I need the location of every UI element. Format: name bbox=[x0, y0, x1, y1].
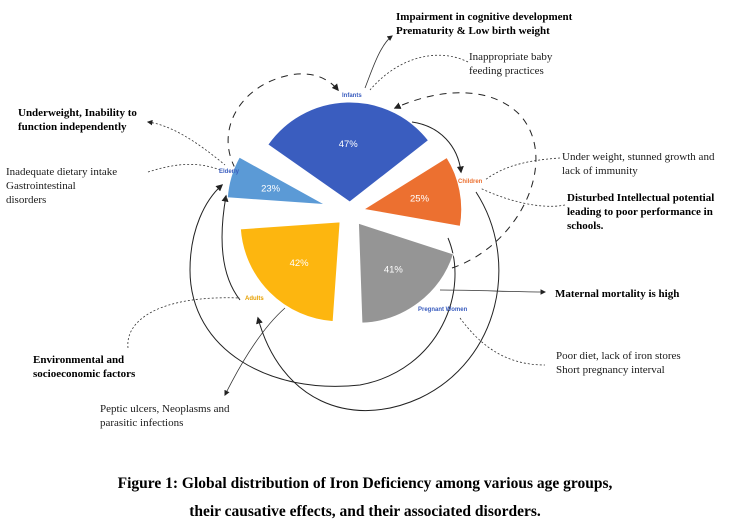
connector-elderly-effect bbox=[146, 119, 226, 166]
note-children-effect-line-1: Disturbed Intellectual potential bbox=[567, 192, 715, 204]
cycle-arrow-adults-to-elderly bbox=[221, 194, 241, 301]
note-children-cause: Under weight, stunned growth and lack of… bbox=[562, 150, 714, 178]
group-label-elderly: Elderly bbox=[219, 169, 240, 175]
note-children-effect: Disturbed Intellectual potential leading… bbox=[567, 191, 714, 233]
note-elderly-effect: Underweight, Inability to function indep… bbox=[18, 106, 137, 134]
note-children-cause-line-1: Under weight, stunned growth and bbox=[562, 151, 715, 163]
connector-children-effect bbox=[479, 187, 566, 207]
figure-caption-line-1: Figure 1: Global distribution of Iron De… bbox=[117, 475, 613, 492]
cycle-arrows bbox=[189, 73, 537, 412]
note-elderly-effect-line-1: Underweight, Inability to bbox=[18, 107, 137, 119]
group-label-children: Children bbox=[458, 179, 483, 185]
group-label-infants: Infants bbox=[342, 93, 362, 99]
note-adults-cause-line-2: socioeconomic factors bbox=[33, 368, 136, 380]
note-children-effect-line-2: leading to poor performance in bbox=[567, 206, 713, 218]
note-pregnant-cause: Poor diet, lack of iron stores Short pre… bbox=[556, 349, 681, 377]
pie-segment-adults bbox=[239, 221, 341, 323]
figure-caption: Figure 1: Global distribution of Iron De… bbox=[0, 470, 730, 526]
note-children-effect-line-3: schools. bbox=[567, 220, 604, 232]
note-adults-effect-line-2: parasitic infections bbox=[100, 417, 184, 429]
note-infants-cause-line-2: feeding practices bbox=[469, 65, 544, 77]
note-pregnant-effect-line-1: Maternal mortality is high bbox=[555, 288, 680, 300]
connector-elderly-cause bbox=[147, 164, 221, 173]
connector-infants-cause bbox=[369, 54, 469, 91]
connector-children-cause bbox=[484, 157, 561, 181]
note-elderly-cause: Inadequate dietary intake Gastrointestin… bbox=[6, 165, 117, 207]
cycle-arrow-infants-to-children bbox=[411, 121, 464, 174]
note-infants-effect-line-1: Impairment in cognitive development bbox=[396, 11, 573, 23]
connector-adults-effect bbox=[224, 307, 286, 397]
connector-pregnant-cause bbox=[459, 317, 546, 366]
pie-label-children: 25% bbox=[410, 193, 430, 204]
note-pregnant-cause-line-2: Short pregnancy interval bbox=[556, 364, 665, 376]
pie-label-infants: 47% bbox=[339, 139, 359, 150]
note-elderly-cause-line-3: disorders bbox=[6, 194, 47, 206]
cycle-arrow-pregnant-to-infants bbox=[393, 92, 537, 269]
connector-lines bbox=[127, 35, 566, 397]
note-elderly-effect-line-2: function independently bbox=[18, 121, 127, 133]
note-infants-effect-line-2: Prematurity & Low birth weight bbox=[396, 25, 550, 37]
note-adults-cause: Environmental and socioeconomic factors bbox=[33, 353, 135, 381]
note-infants-effect: Impairment in cognitive development Prem… bbox=[396, 10, 572, 38]
pie-chart: 47% 25% 41% 42% 23% bbox=[226, 101, 463, 324]
note-pregnant-effect: Maternal mortality is high bbox=[555, 287, 679, 301]
connector-pregnant-effect bbox=[439, 289, 547, 295]
note-elderly-cause-line-2: Gastrointestinal bbox=[6, 180, 76, 192]
pie-label-pregnant-women: 41% bbox=[384, 265, 404, 276]
note-adults-effect-line-1: Peptic ulcers, Neoplasms and bbox=[100, 403, 230, 415]
note-elderly-cause-line-1: Inadequate dietary intake bbox=[6, 166, 118, 178]
cycle-arrow-elderly-to-infants bbox=[227, 73, 339, 169]
pie-label-elderly: 23% bbox=[261, 183, 281, 194]
cycle-arrow-pregnant-to-elderly bbox=[189, 184, 456, 387]
group-label-pregnant-women: Pregnant Women bbox=[418, 307, 468, 313]
note-pregnant-cause-line-1: Poor diet, lack of iron stores bbox=[556, 350, 681, 362]
note-infants-cause: Inappropriate baby feeding practices bbox=[469, 50, 552, 78]
connector-adults-cause bbox=[127, 297, 241, 349]
note-children-cause-line-2: lack of immunity bbox=[562, 165, 638, 177]
figure-caption-line-2: their causative effects, and their assoc… bbox=[189, 503, 541, 520]
note-infants-cause-line-1: Inappropriate baby bbox=[469, 51, 553, 63]
pie-segment-infants bbox=[267, 101, 430, 203]
pie-segment-pregnant-women bbox=[357, 222, 455, 324]
note-adults-cause-line-1: Environmental and bbox=[33, 354, 125, 366]
pie-segment-children bbox=[362, 156, 463, 227]
pie-segment-elderly bbox=[226, 156, 326, 206]
group-label-adults: Adults bbox=[245, 296, 264, 302]
connector-infants-effect bbox=[364, 35, 393, 89]
note-adults-effect: Peptic ulcers, Neoplasms and parasitic i… bbox=[100, 402, 230, 430]
pie-label-adults: 42% bbox=[290, 258, 310, 269]
cycle-arrow-children-to-adults bbox=[256, 191, 500, 412]
